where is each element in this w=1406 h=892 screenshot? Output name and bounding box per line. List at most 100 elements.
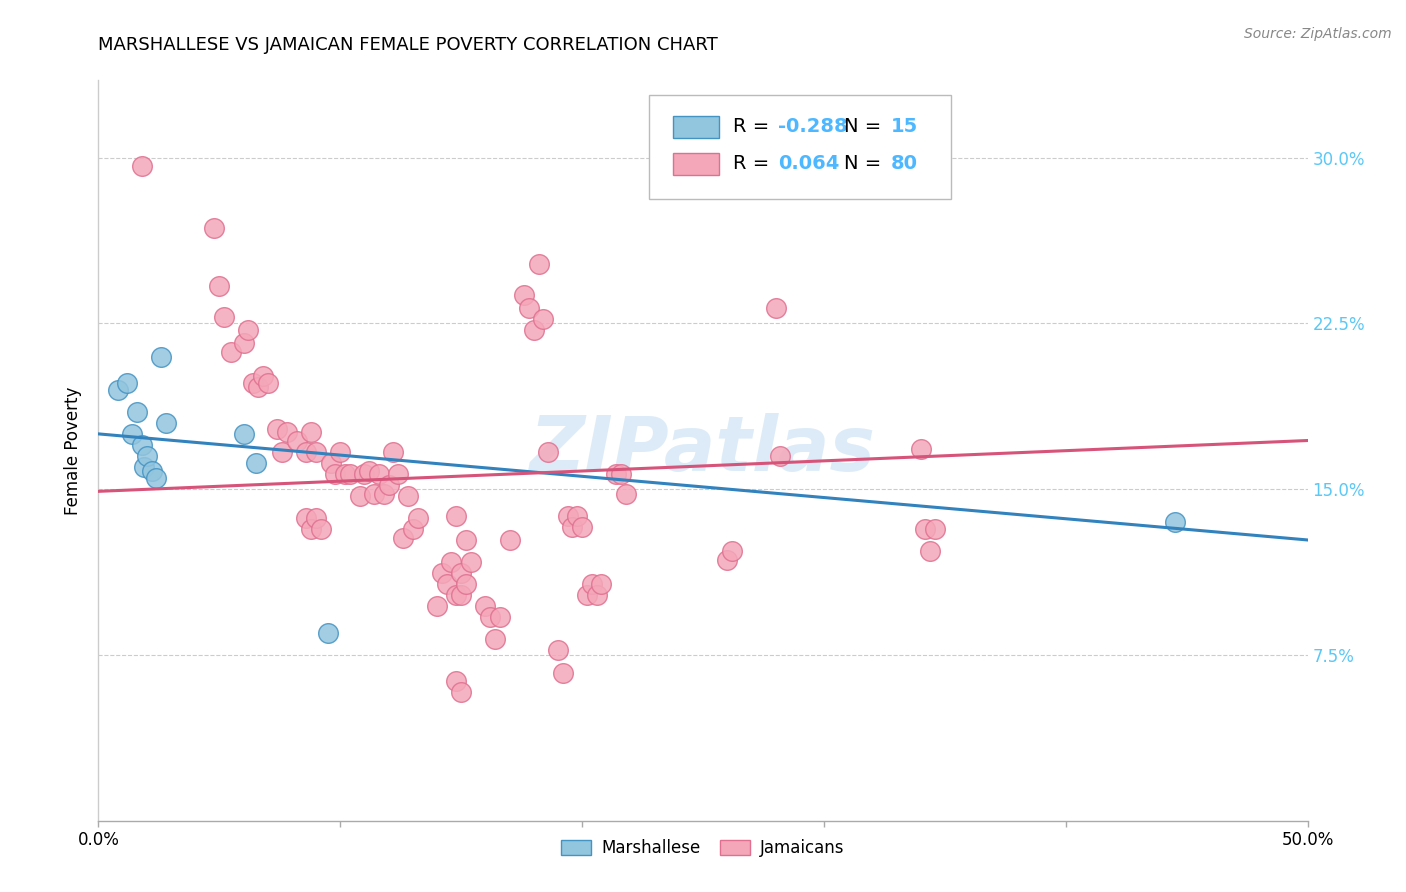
Text: N =: N = (845, 118, 889, 136)
Point (245, 456, 267, 470)
Point (489, 610, 512, 624)
Point (716, 553, 738, 567)
Point (299, 522, 322, 536)
Point (204, 221, 226, 235)
Point (299, 425, 322, 439)
Point (319, 456, 342, 470)
Point (238, 323, 260, 337)
Point (920, 544, 942, 558)
Point (349, 489, 371, 503)
Text: 0.064: 0.064 (778, 154, 839, 173)
Point (145, 471, 167, 485)
Point (353, 467, 375, 481)
Point (135, 449, 157, 463)
Point (523, 323, 546, 337)
Point (212, 310, 235, 324)
Point (256, 376, 278, 390)
Point (426, 599, 449, 614)
Point (474, 599, 496, 614)
Point (769, 449, 792, 463)
Point (446, 508, 468, 523)
Point (221, 345, 243, 359)
Point (585, 588, 607, 602)
Point (131, 160, 153, 174)
Point (285, 434, 308, 448)
Point (450, 566, 472, 581)
Point (1163, 516, 1185, 530)
Point (339, 467, 361, 481)
Point (396, 489, 419, 503)
Point (359, 465, 381, 479)
Point (276, 425, 298, 439)
Text: R =: R = (734, 118, 776, 136)
Point (368, 467, 391, 481)
Point (513, 287, 536, 301)
Point (547, 643, 569, 657)
Text: 15: 15 (890, 118, 918, 136)
Point (402, 522, 425, 536)
Point (430, 566, 453, 581)
Point (305, 511, 328, 525)
Legend: Marshallese, Jamaicans: Marshallese, Jamaicans (554, 833, 852, 864)
Point (551, 665, 574, 680)
Point (571, 519, 593, 533)
Point (605, 467, 627, 481)
Point (517, 301, 540, 315)
Point (575, 588, 598, 602)
Point (387, 467, 409, 481)
Point (325, 467, 347, 481)
Point (721, 544, 744, 558)
Text: N =: N = (845, 154, 889, 173)
Point (295, 511, 318, 525)
FancyBboxPatch shape (673, 153, 718, 175)
Text: Source: ZipAtlas.com: Source: ZipAtlas.com (1244, 27, 1392, 41)
Point (127, 405, 149, 419)
Point (266, 422, 288, 436)
Point (155, 416, 177, 430)
Point (316, 625, 339, 640)
Point (450, 588, 472, 602)
Point (252, 369, 274, 384)
Point (208, 278, 231, 293)
Point (440, 555, 463, 569)
Point (141, 465, 163, 479)
Point (454, 577, 477, 591)
Point (436, 577, 458, 591)
Point (910, 442, 932, 457)
Point (333, 467, 356, 481)
Point (446, 588, 468, 602)
Point (581, 577, 603, 591)
Text: MARSHALLESE VS JAMAICAN FEMALE POVERTY CORRELATION CHART: MARSHALLESE VS JAMAICAN FEMALE POVERTY C… (98, 36, 718, 54)
Point (271, 444, 294, 458)
Point (479, 610, 502, 624)
Point (242, 376, 264, 390)
Point (484, 632, 506, 647)
Point (377, 477, 399, 491)
Point (914, 522, 936, 536)
Point (610, 467, 633, 481)
Point (121, 426, 143, 441)
Point (591, 577, 613, 591)
Point (131, 438, 153, 452)
Point (232, 336, 254, 351)
Point (117, 376, 139, 390)
Point (406, 511, 429, 525)
Point (363, 486, 385, 500)
Point (765, 301, 787, 315)
Point (614, 486, 637, 500)
Point (531, 312, 554, 326)
Point (561, 519, 583, 533)
Point (537, 444, 560, 458)
Point (107, 383, 129, 397)
Point (134, 460, 156, 475)
Y-axis label: Female Poverty: Female Poverty (65, 386, 83, 515)
Text: -0.288: -0.288 (778, 118, 848, 136)
Text: R =: R = (734, 154, 776, 173)
Point (392, 531, 415, 545)
FancyBboxPatch shape (648, 95, 950, 199)
Point (450, 685, 472, 699)
Point (329, 444, 352, 458)
Point (454, 533, 477, 547)
Point (498, 533, 520, 547)
Point (232, 426, 254, 441)
